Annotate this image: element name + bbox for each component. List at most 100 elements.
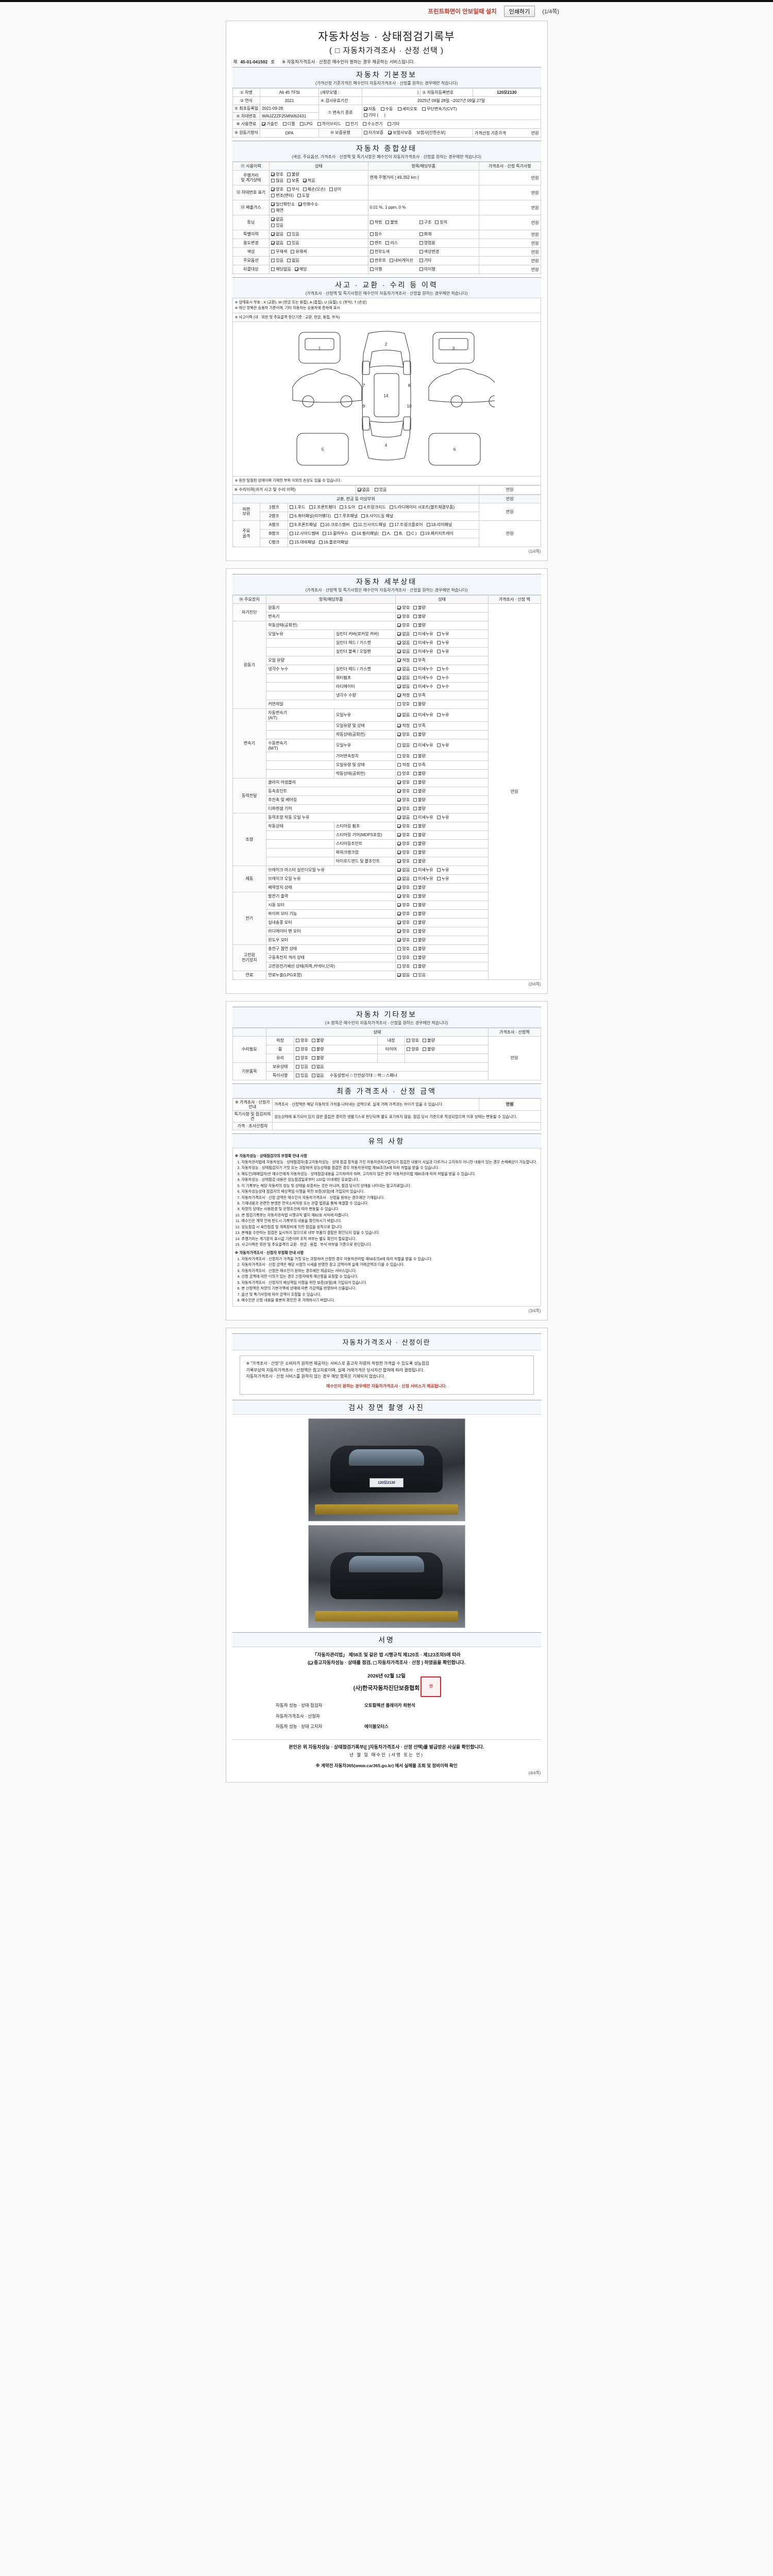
overall-row-item[interactable] — [367, 185, 479, 200]
detail-state[interactable]: 적정 부족 — [395, 721, 489, 731]
opt-detail-2-1-0[interactable]: 적정 — [397, 723, 410, 729]
checkbox-icon[interactable] — [413, 713, 417, 717]
opt-other-a-1-1[interactable]: 불량 — [311, 1046, 324, 1053]
detail-state[interactable]: 적정 부족 — [395, 690, 489, 700]
checkbox-icon[interactable] — [397, 614, 401, 618]
checkbox-icon[interactable] — [435, 221, 439, 224]
opt-detail-2-5-1[interactable]: 부족 — [413, 762, 426, 768]
opt-detail-1-2-2[interactable]: 누유 — [436, 640, 449, 646]
opt-fuel-4[interactable]: 전기 — [345, 121, 358, 127]
overall-row-item[interactable]: 침수 화재 — [367, 230, 479, 239]
checkbox-icon[interactable] — [397, 938, 401, 942]
checkbox-icon[interactable] — [389, 505, 393, 509]
detail-state[interactable]: 양호 불량 — [395, 612, 489, 621]
opt-rank-2-1[interactable]: 10.크로스멤버 — [320, 522, 350, 528]
opt-detail-6-4-0[interactable]: 양호 — [397, 928, 410, 935]
checkbox-icon[interactable] — [397, 964, 401, 968]
opt-other-a-2-1[interactable]: 불량 — [311, 1055, 324, 1061]
checkbox-icon[interactable] — [373, 1661, 377, 1665]
opt-trans-3[interactable]: 무단변속기(CVT) — [422, 106, 457, 112]
checkbox-icon[interactable] — [287, 173, 291, 176]
checkbox-icon[interactable] — [290, 514, 294, 518]
checkbox-icon[interactable] — [287, 241, 291, 245]
opt-overall-6-0-0[interactable]: 무채색 — [271, 249, 287, 255]
opt-basic-1-1[interactable]: 없음 — [311, 1073, 324, 1079]
checkbox-icon[interactable] — [413, 693, 417, 697]
checkbox-icon[interactable] — [407, 1047, 411, 1051]
opt-trans-1[interactable]: 수동 — [380, 106, 393, 112]
checkbox-icon[interactable] — [369, 241, 374, 245]
opt-trans-2[interactable]: 세미오토 — [397, 106, 417, 112]
detail-state[interactable]: 양호 불량 — [395, 909, 489, 919]
checkbox-icon[interactable] — [436, 743, 441, 747]
detail-state[interactable]: 없음 미세누유 누유 — [395, 812, 489, 822]
checkbox-icon[interactable] — [397, 955, 401, 959]
detail-state[interactable]: 양호 불량 — [395, 830, 489, 840]
checkbox-icon[interactable] — [311, 1047, 315, 1051]
opt-detail-4-5-1[interactable]: 불량 — [413, 858, 426, 865]
checkbox-icon[interactable] — [420, 531, 424, 535]
checkbox-icon[interactable] — [413, 868, 417, 872]
opt-overall-3-0-0[interactable]: 없음 — [271, 216, 283, 223]
opt-detail-6-5-1[interactable]: 불량 — [413, 937, 426, 943]
detail-state[interactable]: 적정 부족 — [395, 655, 489, 665]
opt-detail-4-4-1[interactable]: 불량 — [413, 850, 426, 856]
checkbox-icon[interactable] — [413, 743, 417, 747]
checkbox-icon[interactable] — [422, 107, 426, 111]
opt-detail-4-4-0[interactable]: 양호 — [397, 850, 410, 856]
overall-row-item[interactable]: 전부도색 색상변경 — [367, 247, 479, 257]
checkbox-icon[interactable] — [303, 179, 307, 182]
opt-overall-5-0-0[interactable]: 없음 — [271, 240, 283, 246]
transmission-options[interactable]: 자동 수동 세미오토 무단변속기(CVT) 기타 ( ) — [361, 105, 541, 120]
checkbox-icon[interactable] — [303, 188, 307, 191]
opt-other-b-1-0[interactable]: 양호 — [407, 1046, 419, 1053]
checkbox-icon[interactable] — [397, 640, 401, 645]
opt-overall-0-1-1[interactable]: 보통 — [287, 178, 299, 184]
opt-detail-5-0-2[interactable]: 누유 — [436, 867, 449, 873]
checkbox-icon[interactable] — [294, 267, 298, 271]
checkbox-icon[interactable] — [413, 911, 417, 916]
detail-state[interactable]: 없음 미세누유 누유 — [395, 638, 489, 648]
detail-state[interactable]: 양호 불량 — [395, 848, 489, 857]
opt-detail-0-1-0[interactable]: 양호 — [397, 614, 410, 620]
checkbox-icon[interactable] — [340, 505, 344, 509]
other-opts-a[interactable]: 양호 불량 — [294, 1044, 378, 1054]
opt-detail-4-3-1[interactable]: 불량 — [413, 841, 426, 847]
checkbox-icon[interactable] — [397, 649, 401, 653]
checkbox-icon[interactable] — [413, 675, 417, 680]
opt-overall-1-0-0[interactable]: 양호 — [271, 187, 283, 193]
opt-overall-0-0-1[interactable]: 불량 — [287, 172, 299, 178]
opt-other-b-1-1[interactable]: 불량 — [423, 1046, 435, 1053]
opt-detail-1-1-1[interactable]: 미세누유 — [413, 631, 433, 637]
rank-items[interactable]: 6.쿼터패널(리어휀다) 7.루프패널 8.사이드실 패널 — [288, 511, 479, 521]
opt-detail-7-2-1[interactable]: 불량 — [413, 963, 426, 970]
basic-row-opts[interactable]: 있음 없음 수동설명서 □ 안전삼각대 □ 잭 □ 스패너 — [294, 1071, 489, 1080]
detail-state[interactable]: 양호 불량 — [395, 804, 489, 814]
opt-rank-1-0[interactable]: 6.쿼터패널(리어휀다) — [290, 513, 331, 519]
opt-basic-0-0[interactable]: 있음 — [296, 1064, 308, 1070]
opt-detail-0-1-1[interactable]: 불량 — [413, 614, 426, 620]
checkbox-icon[interactable] — [397, 693, 401, 697]
opt-detail-2-2-0[interactable]: 양호 — [397, 732, 410, 738]
checkbox-icon[interactable] — [397, 798, 401, 802]
checkbox-icon[interactable] — [397, 762, 401, 767]
checkbox-icon[interactable] — [271, 194, 275, 197]
checkbox-icon[interactable] — [413, 929, 417, 933]
opt-fuel-3[interactable]: 하이브리드 — [317, 121, 341, 127]
opt-detail-7-1-0[interactable]: 양호 — [397, 955, 410, 961]
opt-overall-b-3-0[interactable]: 구조 — [419, 219, 431, 226]
opt-detail-1-9-1[interactable]: 불량 — [413, 701, 426, 707]
checkbox-icon[interactable] — [271, 217, 275, 221]
opt-rank-2-2[interactable]: 11.인사이드패널 — [353, 522, 386, 528]
checkbox-icon[interactable] — [419, 241, 423, 245]
checkbox-icon[interactable] — [397, 623, 401, 627]
checkbox-icon[interactable] — [361, 514, 365, 518]
opt-detail-0-0-1[interactable]: 불량 — [413, 605, 426, 611]
checkbox-icon[interactable] — [357, 487, 361, 492]
checkbox-icon[interactable] — [363, 113, 367, 117]
opt-detail-1-3-2[interactable]: 누유 — [436, 649, 449, 655]
checkbox-icon[interactable] — [329, 188, 333, 191]
checkbox-icon[interactable] — [271, 179, 275, 182]
opt-detail-5-0-0[interactable]: 없음 — [397, 867, 410, 873]
overall-row-state[interactable]: 해당없음 해당 — [269, 265, 368, 274]
